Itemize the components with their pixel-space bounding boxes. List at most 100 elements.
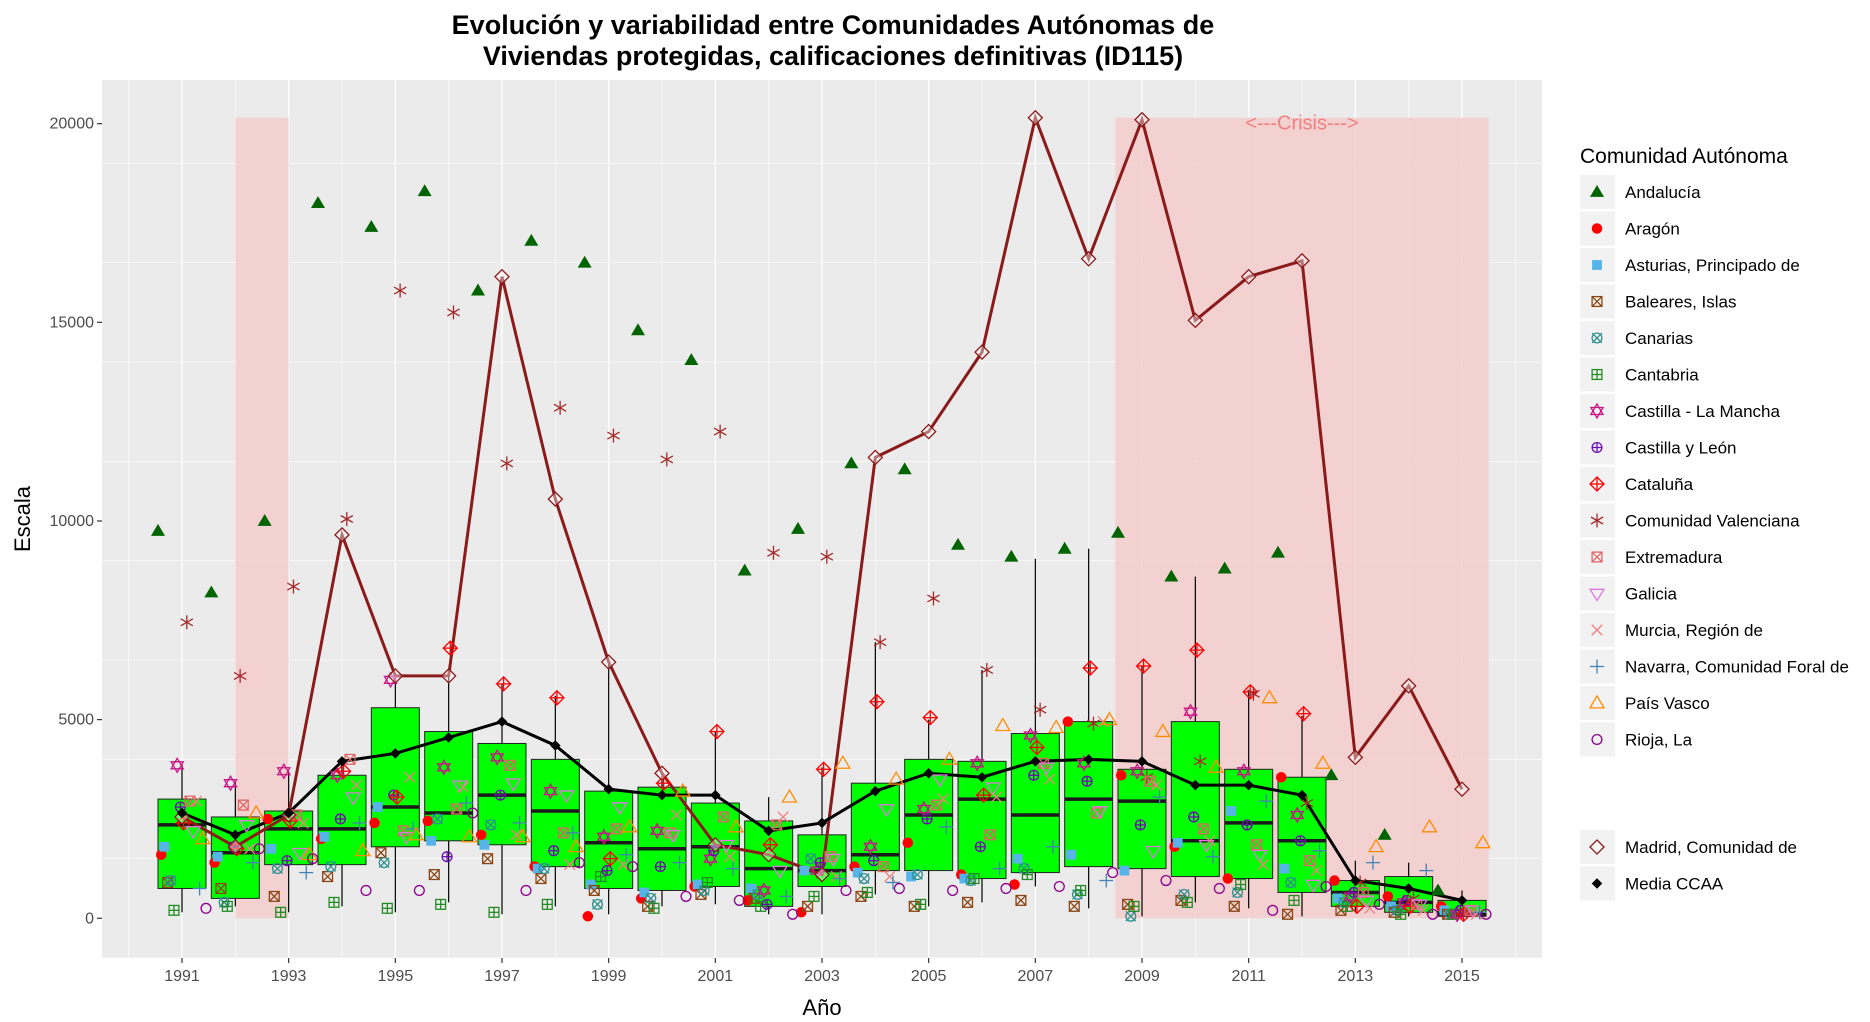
point <box>1134 819 1146 831</box>
point <box>588 884 600 897</box>
point <box>869 693 885 710</box>
point <box>814 857 826 869</box>
point <box>1294 252 1310 269</box>
x-axis-title: Año <box>802 995 841 1020</box>
point <box>1347 749 1364 766</box>
legend-item: Castilla - La Mancha <box>1580 394 1781 428</box>
point <box>1152 790 1167 805</box>
point <box>591 898 604 910</box>
point <box>707 836 724 853</box>
point <box>639 887 650 898</box>
legend-key <box>1589 476 1605 492</box>
point <box>779 889 794 904</box>
x-tick-label: 2001 <box>698 968 734 985</box>
point <box>627 861 639 873</box>
point <box>937 793 949 805</box>
legend-label: Extremadura <box>1625 548 1723 567</box>
point <box>440 668 457 684</box>
point <box>858 872 870 885</box>
legend-item: Asturias, Principado de <box>1580 248 1800 282</box>
point <box>1030 756 1041 767</box>
box-2009 <box>1117 665 1167 917</box>
x-tick-label: 1993 <box>271 968 307 985</box>
point <box>1364 902 1376 915</box>
point <box>532 863 543 874</box>
point <box>428 869 440 881</box>
point <box>727 818 745 833</box>
point <box>1091 806 1109 820</box>
point <box>1207 759 1225 773</box>
point <box>244 843 256 855</box>
point <box>1240 268 1257 285</box>
legend-key <box>1592 260 1602 270</box>
point <box>968 872 980 885</box>
point <box>322 871 334 883</box>
legend-label: Cataluña <box>1625 475 1694 494</box>
point <box>1300 796 1314 811</box>
point <box>1188 811 1200 823</box>
point <box>1386 901 1396 912</box>
point <box>426 835 436 846</box>
point <box>577 255 592 268</box>
point <box>763 825 774 837</box>
y-tick-label: 20000 <box>50 116 95 133</box>
point <box>974 344 990 361</box>
point <box>1075 884 1087 897</box>
point <box>328 896 340 908</box>
point <box>746 883 756 894</box>
point <box>814 866 830 883</box>
legend-item: Galicia <box>1580 576 1678 611</box>
point <box>1288 894 1300 906</box>
point <box>543 782 558 800</box>
legend-key <box>1590 513 1604 528</box>
point <box>672 855 687 870</box>
point <box>840 884 852 897</box>
box-2010 <box>1170 576 1220 903</box>
point <box>375 847 387 859</box>
point <box>974 841 986 853</box>
legend-item: Navarra, Comunidad Foral de <box>1580 649 1849 684</box>
point <box>471 283 485 296</box>
point <box>844 456 859 469</box>
point <box>364 219 379 232</box>
point <box>799 865 810 876</box>
point <box>340 512 354 526</box>
point <box>369 817 380 829</box>
point <box>885 875 900 890</box>
point <box>1029 739 1045 756</box>
point <box>165 874 177 887</box>
box-iqr <box>1064 721 1114 868</box>
point <box>494 789 506 801</box>
point <box>299 865 314 880</box>
point <box>413 884 425 897</box>
point <box>771 865 789 879</box>
point <box>1310 864 1323 877</box>
point <box>1271 545 1285 558</box>
legend-key-bg <box>1580 394 1615 428</box>
point <box>479 839 490 850</box>
point <box>868 855 880 867</box>
point <box>1349 898 1365 915</box>
point <box>378 857 390 869</box>
point <box>1135 658 1152 674</box>
point <box>505 778 522 792</box>
point <box>276 762 292 780</box>
point <box>1172 837 1183 848</box>
legend-item: País Vasco <box>1580 686 1710 720</box>
point <box>275 906 287 918</box>
point <box>558 790 575 804</box>
point <box>1312 843 1327 858</box>
legend-item: Andalucía <box>1580 175 1701 209</box>
x-tick-label: 2009 <box>1124 968 1160 985</box>
point <box>887 770 905 785</box>
point <box>654 765 670 782</box>
point <box>494 268 510 285</box>
legend-key <box>1590 659 1604 674</box>
point <box>631 323 645 336</box>
point <box>500 456 514 471</box>
point <box>1145 845 1162 859</box>
point <box>1329 875 1340 886</box>
legend-item: Cataluña <box>1580 467 1694 501</box>
legend-item: Murcia, Región de <box>1580 613 1763 647</box>
point <box>1358 895 1375 909</box>
